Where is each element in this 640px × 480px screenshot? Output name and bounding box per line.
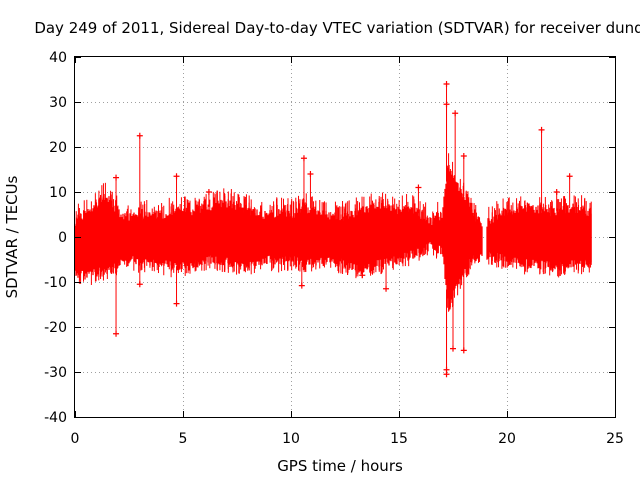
y-tick-label: -10	[44, 275, 67, 291]
outlier-point	[136, 132, 143, 139]
outlier-point	[553, 189, 560, 195]
plot-frame	[74, 56, 616, 418]
x-tick-label: 5	[179, 431, 188, 447]
x-axis-title: GPS time / hours	[277, 457, 403, 475]
x-tick-label: 25	[606, 431, 624, 447]
outlier-point	[566, 173, 573, 180]
x-tick-label: 15	[390, 431, 408, 447]
y-tick-label: 10	[49, 185, 67, 201]
y-tick-labels: -40 -30 -20 -10 0 10 20 30 40	[44, 50, 67, 426]
y-tick-label: 0	[58, 230, 67, 246]
y-tick-label: 40	[49, 50, 67, 66]
outlier-point	[173, 173, 180, 180]
outlier-point	[383, 285, 390, 292]
outlier-point	[443, 81, 450, 87]
outlier-point	[415, 184, 422, 191]
axis-ticks	[75, 57, 616, 418]
outlier-point	[307, 171, 314, 177]
y-tick-label: 20	[49, 140, 67, 156]
x-tick-label: 0	[71, 431, 80, 447]
data-points	[74, 81, 592, 378]
outlier-point	[452, 110, 459, 117]
outlier-point	[359, 272, 366, 279]
outlier-point	[300, 155, 307, 162]
outlier-point	[450, 345, 456, 352]
y-tick-label: -40	[44, 410, 67, 426]
y-tick-label: -30	[44, 365, 67, 381]
x-tick-labels: 0 5 10 15 20 25	[71, 431, 624, 447]
outlier-point	[443, 101, 450, 108]
outlier-point	[205, 189, 212, 195]
chart-title: Day 249 of 2011, Sidereal Day-to-day VTE…	[34, 19, 640, 37]
outlier-point	[173, 300, 180, 307]
outlier-point	[136, 281, 143, 288]
x-tick-label: 10	[282, 431, 300, 447]
y-tick-label: 30	[49, 95, 67, 111]
y-tick-label: -20	[44, 320, 67, 336]
outlier-point	[113, 174, 120, 181]
outlier-point	[538, 126, 545, 133]
y-axis-title: SDTVAR / TECUs	[3, 175, 21, 298]
x-tick-label: 20	[498, 431, 516, 447]
outlier-point	[443, 371, 450, 378]
outlier-point	[113, 330, 120, 337]
outlier-point	[460, 153, 467, 159]
outlier-point	[298, 282, 305, 289]
outlier-point	[460, 347, 467, 354]
